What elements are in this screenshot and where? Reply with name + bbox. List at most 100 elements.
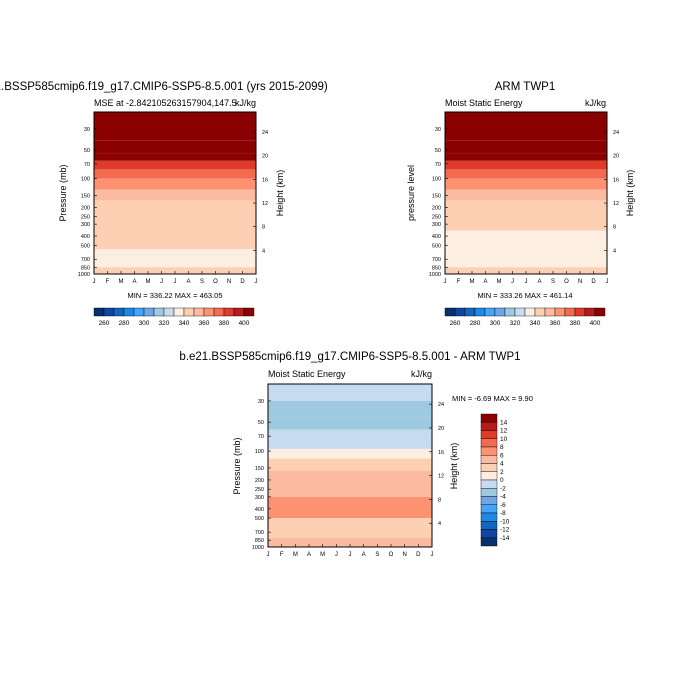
x-tick-label: D <box>416 552 421 558</box>
colorbar-cell <box>514 307 526 317</box>
x-tick-label: J <box>255 279 258 285</box>
contour-band <box>94 112 256 141</box>
colorbar-cell <box>464 307 476 317</box>
x-tick-label: J <box>606 279 609 285</box>
panel-3-right-label: kJ/kg <box>411 369 432 379</box>
colorbar-label: -12 <box>500 527 510 534</box>
y2-tick-label: 20 <box>438 426 444 432</box>
y2-tick-label: 4 <box>613 248 616 254</box>
contour-band <box>94 249 256 268</box>
y2-tick-label: 16 <box>613 177 619 183</box>
colorbar-label: 6 <box>500 452 504 459</box>
contour-band <box>445 230 607 268</box>
y-tick-label: 300 <box>255 495 264 501</box>
y-tick-label: 850 <box>81 265 90 271</box>
colorbar-cell <box>153 307 165 317</box>
colorbar-label: 340 <box>530 320 541 327</box>
panel-3-ylabel: Pressure (mb) <box>232 437 242 494</box>
colorbar-label: 300 <box>490 320 501 327</box>
y-tick-label: 250 <box>255 487 264 493</box>
contour-band <box>94 140 256 154</box>
x-tick-label: J <box>444 279 447 285</box>
y-tick-label: 200 <box>81 205 90 211</box>
contour-band <box>445 153 607 161</box>
colorbar-cell <box>504 307 516 317</box>
x-tick-label: A <box>537 279 541 285</box>
contour-band <box>94 267 256 274</box>
colorbar-cell <box>163 307 175 317</box>
contour-band <box>445 160 607 170</box>
contour-band <box>445 200 607 231</box>
y2-tick-label: 8 <box>438 497 441 503</box>
panel-2-title: ARM TWP1 <box>495 81 556 93</box>
colorbar-label: 2 <box>500 469 504 476</box>
y2-tick-label: 24 <box>613 130 619 136</box>
x-tick-label: M <box>497 279 502 285</box>
y2-tick-label: 4 <box>262 248 265 254</box>
colorbar-label: 300 <box>139 320 150 327</box>
y-tick-label: 70 <box>435 162 441 168</box>
y-tick-label: 250 <box>432 215 441 221</box>
y-tick-label: 500 <box>255 516 264 522</box>
colorbar-cell <box>480 463 498 472</box>
colorbar-label: 280 <box>119 320 130 327</box>
y-tick-label: 400 <box>81 234 90 240</box>
panel-2-ylabel: pressure level <box>406 165 416 221</box>
contour-band <box>268 384 432 401</box>
colorbar-label: 320 <box>159 320 170 327</box>
y2-tick-label: 20 <box>262 154 268 160</box>
y2-tick-label: 8 <box>262 225 265 231</box>
colorbar-cell <box>480 496 498 505</box>
x-tick-label: J <box>93 279 96 285</box>
x-tick-label: N <box>227 279 231 285</box>
panel-1: b.e21.BSSP585cmip6.f19_g17.CMIP6-SSP5-8.… <box>0 81 328 327</box>
colorbar-cell <box>480 521 498 530</box>
y-tick-label: 200 <box>432 205 441 211</box>
y-tick-label: 100 <box>255 449 264 455</box>
colorbar-cell <box>193 307 205 317</box>
contour-band <box>94 200 256 250</box>
y-tick-label: 700 <box>81 257 90 263</box>
panel-3: b.e21.BSSP585cmip6.f19_g17.CMIP6-SSP5-8.… <box>179 351 532 558</box>
y2-tick-label: 20 <box>613 154 619 160</box>
colorbar-cell <box>480 446 498 456</box>
x-tick-label: A <box>362 552 366 558</box>
x-tick-label: O <box>213 279 218 285</box>
x-tick-label: M <box>293 552 298 558</box>
x-tick-label: D <box>240 279 245 285</box>
colorbar-label: 360 <box>199 320 210 327</box>
x-tick-label: O <box>389 552 394 558</box>
panel-3-left-label: Moist Static Energy <box>268 369 346 379</box>
y2-tick-label: 12 <box>613 201 619 207</box>
y-tick-label: 50 <box>435 148 441 154</box>
x-tick-label: J <box>525 279 528 285</box>
x-tick-label: D <box>591 279 596 285</box>
colorbar-cell <box>173 307 185 317</box>
colorbar-cell <box>203 307 215 317</box>
contour-band <box>445 169 607 179</box>
y2-tick-label: 24 <box>262 130 268 136</box>
colorbar-cell <box>564 307 576 317</box>
panel-3-y2label: Height (km) <box>449 443 459 490</box>
x-tick-label: S <box>200 279 204 285</box>
colorbar-cell <box>544 307 556 317</box>
contour-band <box>445 140 607 154</box>
contour-band <box>94 153 256 161</box>
y-tick-label: 100 <box>432 177 441 183</box>
contour-band <box>268 439 432 449</box>
x-tick-label: M <box>320 552 325 558</box>
colorbar-cell <box>223 307 235 317</box>
y-tick-label: 200 <box>255 478 264 484</box>
contour-band <box>268 470 432 497</box>
panel-1-y2label: Height (km) <box>275 170 285 217</box>
colorbar-cell <box>480 488 498 497</box>
panel-1-ylabel: Pressure (mb) <box>58 164 68 221</box>
y-tick-label: 50 <box>258 420 264 426</box>
colorbar-cell <box>584 307 596 317</box>
contour-band <box>94 178 256 190</box>
y-tick-label: 500 <box>432 243 441 249</box>
colorbar-cell <box>480 438 498 448</box>
